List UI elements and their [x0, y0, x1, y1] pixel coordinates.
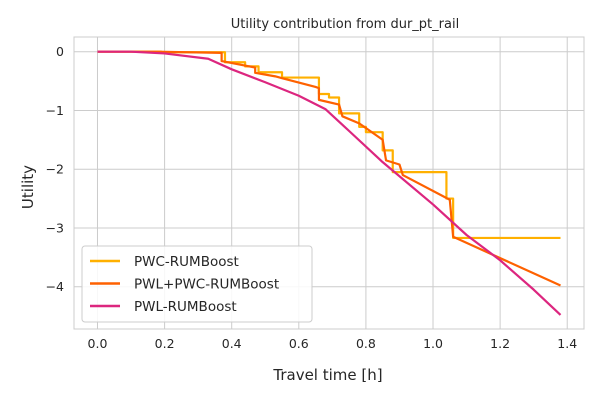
x-tick-label: 1.0: [423, 336, 443, 351]
legend-box: [81, 245, 313, 323]
x-tick-label: 0.0: [88, 336, 108, 351]
x-axis-label: Travel time [h]: [272, 366, 382, 384]
x-tick-label: 0.8: [356, 336, 376, 351]
x-tick-label: 0.4: [222, 336, 242, 351]
series-line-pwc-rumboost: [97, 50, 561, 240]
y-tick-labels: 0 −1 −2 −3 −4: [46, 44, 64, 294]
y-axis-label: Utility: [19, 165, 37, 209]
grid: [74, 37, 584, 329]
x-tick-label: 0.6: [289, 336, 309, 351]
x-tick-label: 0.2: [155, 336, 175, 351]
legend-label-pwl-rumboost: PWL-RUMBoost: [134, 299, 237, 315]
y-tick-label: −1: [46, 103, 64, 118]
x-tick-labels: 0.0 0.2 0.4 0.6 0.8 1.0 1.2 1.4: [88, 336, 578, 351]
legend: PWC-RUMBoost PWL+PWC-RUMBoost PWL-RUMBoost: [81, 245, 313, 323]
chart-title: Utility contribution from dur_pt_rail: [231, 17, 459, 32]
y-tick-label: −3: [46, 220, 64, 235]
series-layer: [97, 50, 562, 316]
y-tick-label: −4: [46, 279, 64, 294]
plot-frame: [73, 36, 585, 330]
x-tick-label: 1.2: [490, 336, 510, 351]
series-line-pwl-rumboost: [97, 50, 562, 316]
x-tick-label: 1.4: [557, 336, 577, 351]
legend-label-pwl-pwc-rumboost: PWL+PWC-RUMBoost: [134, 277, 279, 293]
legend-label-pwc-rumboost: PWC-RUMBoost: [134, 254, 239, 270]
series-line-pwl-pwc-rumboost: [97, 50, 561, 287]
y-tick-label: −2: [46, 162, 64, 177]
y-tick-label: 0: [56, 44, 64, 59]
